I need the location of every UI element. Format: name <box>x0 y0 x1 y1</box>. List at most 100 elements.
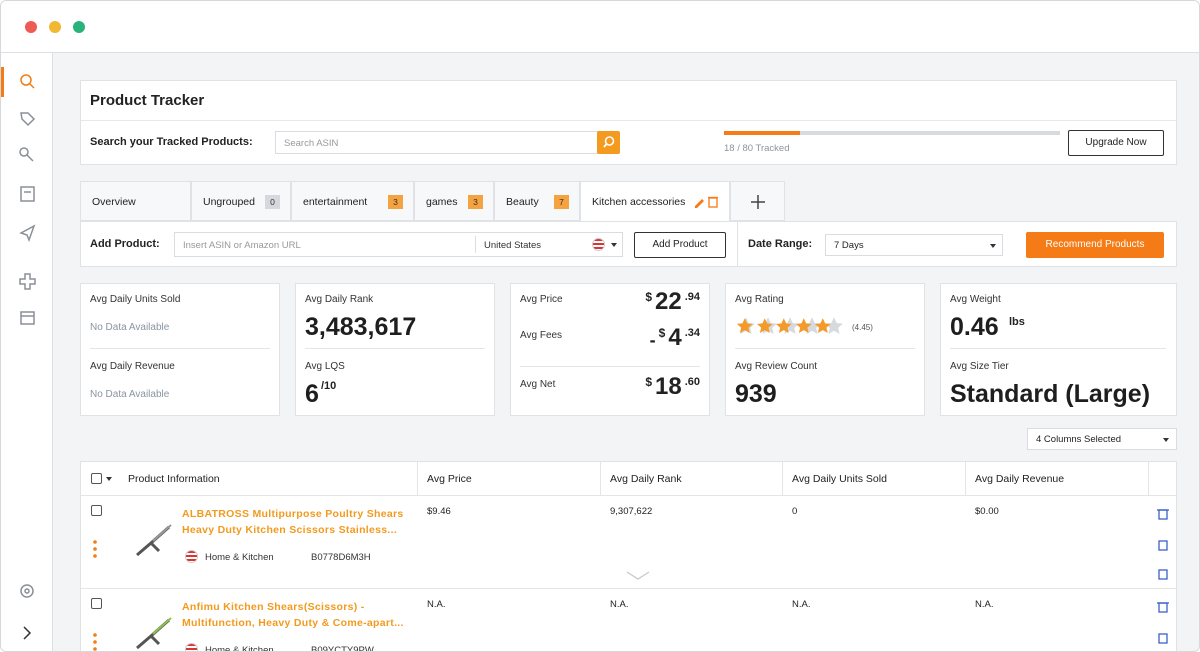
tab[interactable]: entertainment 3 <box>291 181 414 221</box>
tab[interactable]: Overview <box>80 181 191 221</box>
product-asin: B09YCTY9PW <box>311 645 374 652</box>
caret <box>990 244 996 251</box>
tab-count: 3 <box>468 195 483 209</box>
row-action[interactable] <box>1157 631 1169 649</box>
checkbox[interactable] <box>91 473 102 484</box>
stat-card: Avg Price $22.94 Avg Fees - $4.34 Avg Net $18.… <box>510 283 710 416</box>
divider <box>90 348 270 349</box>
asin-input[interactable]: Insert ASIN or Amazon URL United States <box>174 232 623 257</box>
tab-count: 0 <box>265 195 280 209</box>
cell-value: N.A. <box>975 599 994 610</box>
minimize-dot[interactable] <box>49 21 61 33</box>
row-menu[interactable] <box>93 540 97 563</box>
tab-label: games <box>426 196 458 208</box>
search-button[interactable] <box>597 131 620 154</box>
close-dot[interactable] <box>25 21 37 33</box>
upgrade-button[interactable]: Upgrade Now <box>1068 130 1164 156</box>
rating-text: (4.45) <box>852 323 873 332</box>
caret <box>611 243 617 250</box>
row-divider <box>81 495 1176 496</box>
cell-value: N.A. <box>427 599 446 610</box>
column-divider <box>1148 462 1149 495</box>
tab[interactable]: games 3 <box>414 181 494 221</box>
column-divider <box>600 462 601 495</box>
sidebar <box>1 53 53 652</box>
date-select[interactable]: 7 Days <box>825 234 1003 256</box>
money-cents: .94 <box>684 291 700 303</box>
stat-value: Standard (Large) <box>950 380 1151 408</box>
column-header: Avg Daily Units Sold <box>792 473 887 485</box>
title-bar <box>1 1 1199 53</box>
money-cents: .34 <box>684 327 700 339</box>
stat-value: 3,483,617 <box>305 313 417 341</box>
stat-card: Avg Daily Units Sold No Data Available Avg… <box>80 283 280 416</box>
add-button[interactable]: Add Product <box>634 232 726 258</box>
money-value: - $4.34 <box>650 324 700 352</box>
stat-label: Avg Daily Rank <box>305 294 374 305</box>
stat-label: Avg Weight <box>950 294 1001 305</box>
stat-card: Avg Daily Rank 3,483,617 Avg LQS 6/10 <box>295 283 495 416</box>
search-placeholder: Search ASIN <box>284 138 339 149</box>
divider <box>81 120 1176 121</box>
tab-label: Overview <box>92 196 136 208</box>
stat-label: Avg Review Count <box>735 361 818 372</box>
checkbox[interactable] <box>91 505 102 516</box>
maximize-dot[interactable] <box>73 21 85 33</box>
divider <box>520 366 700 367</box>
column-header: Avg Daily Rank <box>610 473 682 485</box>
columns-select[interactable]: 4 Columns Selected <box>1027 428 1177 450</box>
date-value: 7 Days <box>834 240 864 251</box>
divider <box>735 348 915 349</box>
add-tab[interactable] <box>730 181 785 221</box>
stat-label: Avg Size Tier <box>950 361 1009 372</box>
recommend-button[interactable]: Recommend Products <box>1026 232 1164 258</box>
sidebar-icons[interactable] <box>1 53 53 652</box>
tab[interactable]: Ungrouped 0 <box>191 181 291 221</box>
product-category: Home & Kitchen <box>205 552 274 563</box>
search-label: Search your Tracked Products: <box>90 136 253 148</box>
row-action[interactable] <box>1157 600 1169 618</box>
row-action[interactable] <box>1157 538 1169 556</box>
row-menu[interactable] <box>93 633 97 651</box>
us-flag <box>592 238 605 251</box>
expand-chevron[interactable] <box>626 568 650 586</box>
cell-value: N.A. <box>610 599 629 610</box>
stat-empty: No Data Available <box>90 322 170 333</box>
row-action[interactable] <box>1157 507 1169 525</box>
tab-edit-icons[interactable] <box>693 195 721 212</box>
product-asin: B0778D6M3H <box>311 552 371 563</box>
divider <box>737 222 738 266</box>
column-header: Avg Price <box>427 473 472 485</box>
cell-value: 0 <box>792 506 798 517</box>
divider <box>305 348 485 349</box>
search-input[interactable]: Search ASIN <box>275 131 599 154</box>
tab[interactable]: Kitchen accessories <box>580 181 730 222</box>
caret <box>1163 438 1169 445</box>
column-divider <box>782 462 783 495</box>
stat-value: 939 <box>735 380 777 408</box>
stat-value: 0.46 <box>950 313 999 341</box>
tab-count: 3 <box>388 195 403 209</box>
product-title[interactable]: ALBATROSS Multipurpose Poultry Shears He… <box>182 508 404 536</box>
row-action[interactable] <box>1157 567 1169 585</box>
cell-value: N.A. <box>792 599 811 610</box>
stat-unit: lbs <box>1009 316 1025 328</box>
stat-label: Avg Fees <box>520 330 563 341</box>
checkbox[interactable] <box>91 598 102 609</box>
money-currency: $ <box>645 290 652 304</box>
stat-label: Avg LQS <box>305 361 345 372</box>
cell-value: $9.46 <box>427 506 451 517</box>
country[interactable]: United States <box>484 240 542 251</box>
product-category: Home & Kitchen <box>205 645 274 652</box>
product-title[interactable]: Anfimu Kitchen Shears(Scissors) - Multif… <box>182 601 404 629</box>
tab[interactable]: Beauty 7 <box>494 181 580 221</box>
money-whole: 4 <box>668 324 682 351</box>
tracked-count: 18 / 80 Tracked <box>724 143 790 154</box>
page-title: Product Tracker <box>90 92 205 109</box>
product-image <box>133 614 175 651</box>
tab-label: Kitchen accessories <box>592 196 686 208</box>
money-value: $18.60 <box>645 373 700 401</box>
stat-label: Avg Rating <box>735 294 784 305</box>
stat-label: Avg Net <box>520 379 556 390</box>
